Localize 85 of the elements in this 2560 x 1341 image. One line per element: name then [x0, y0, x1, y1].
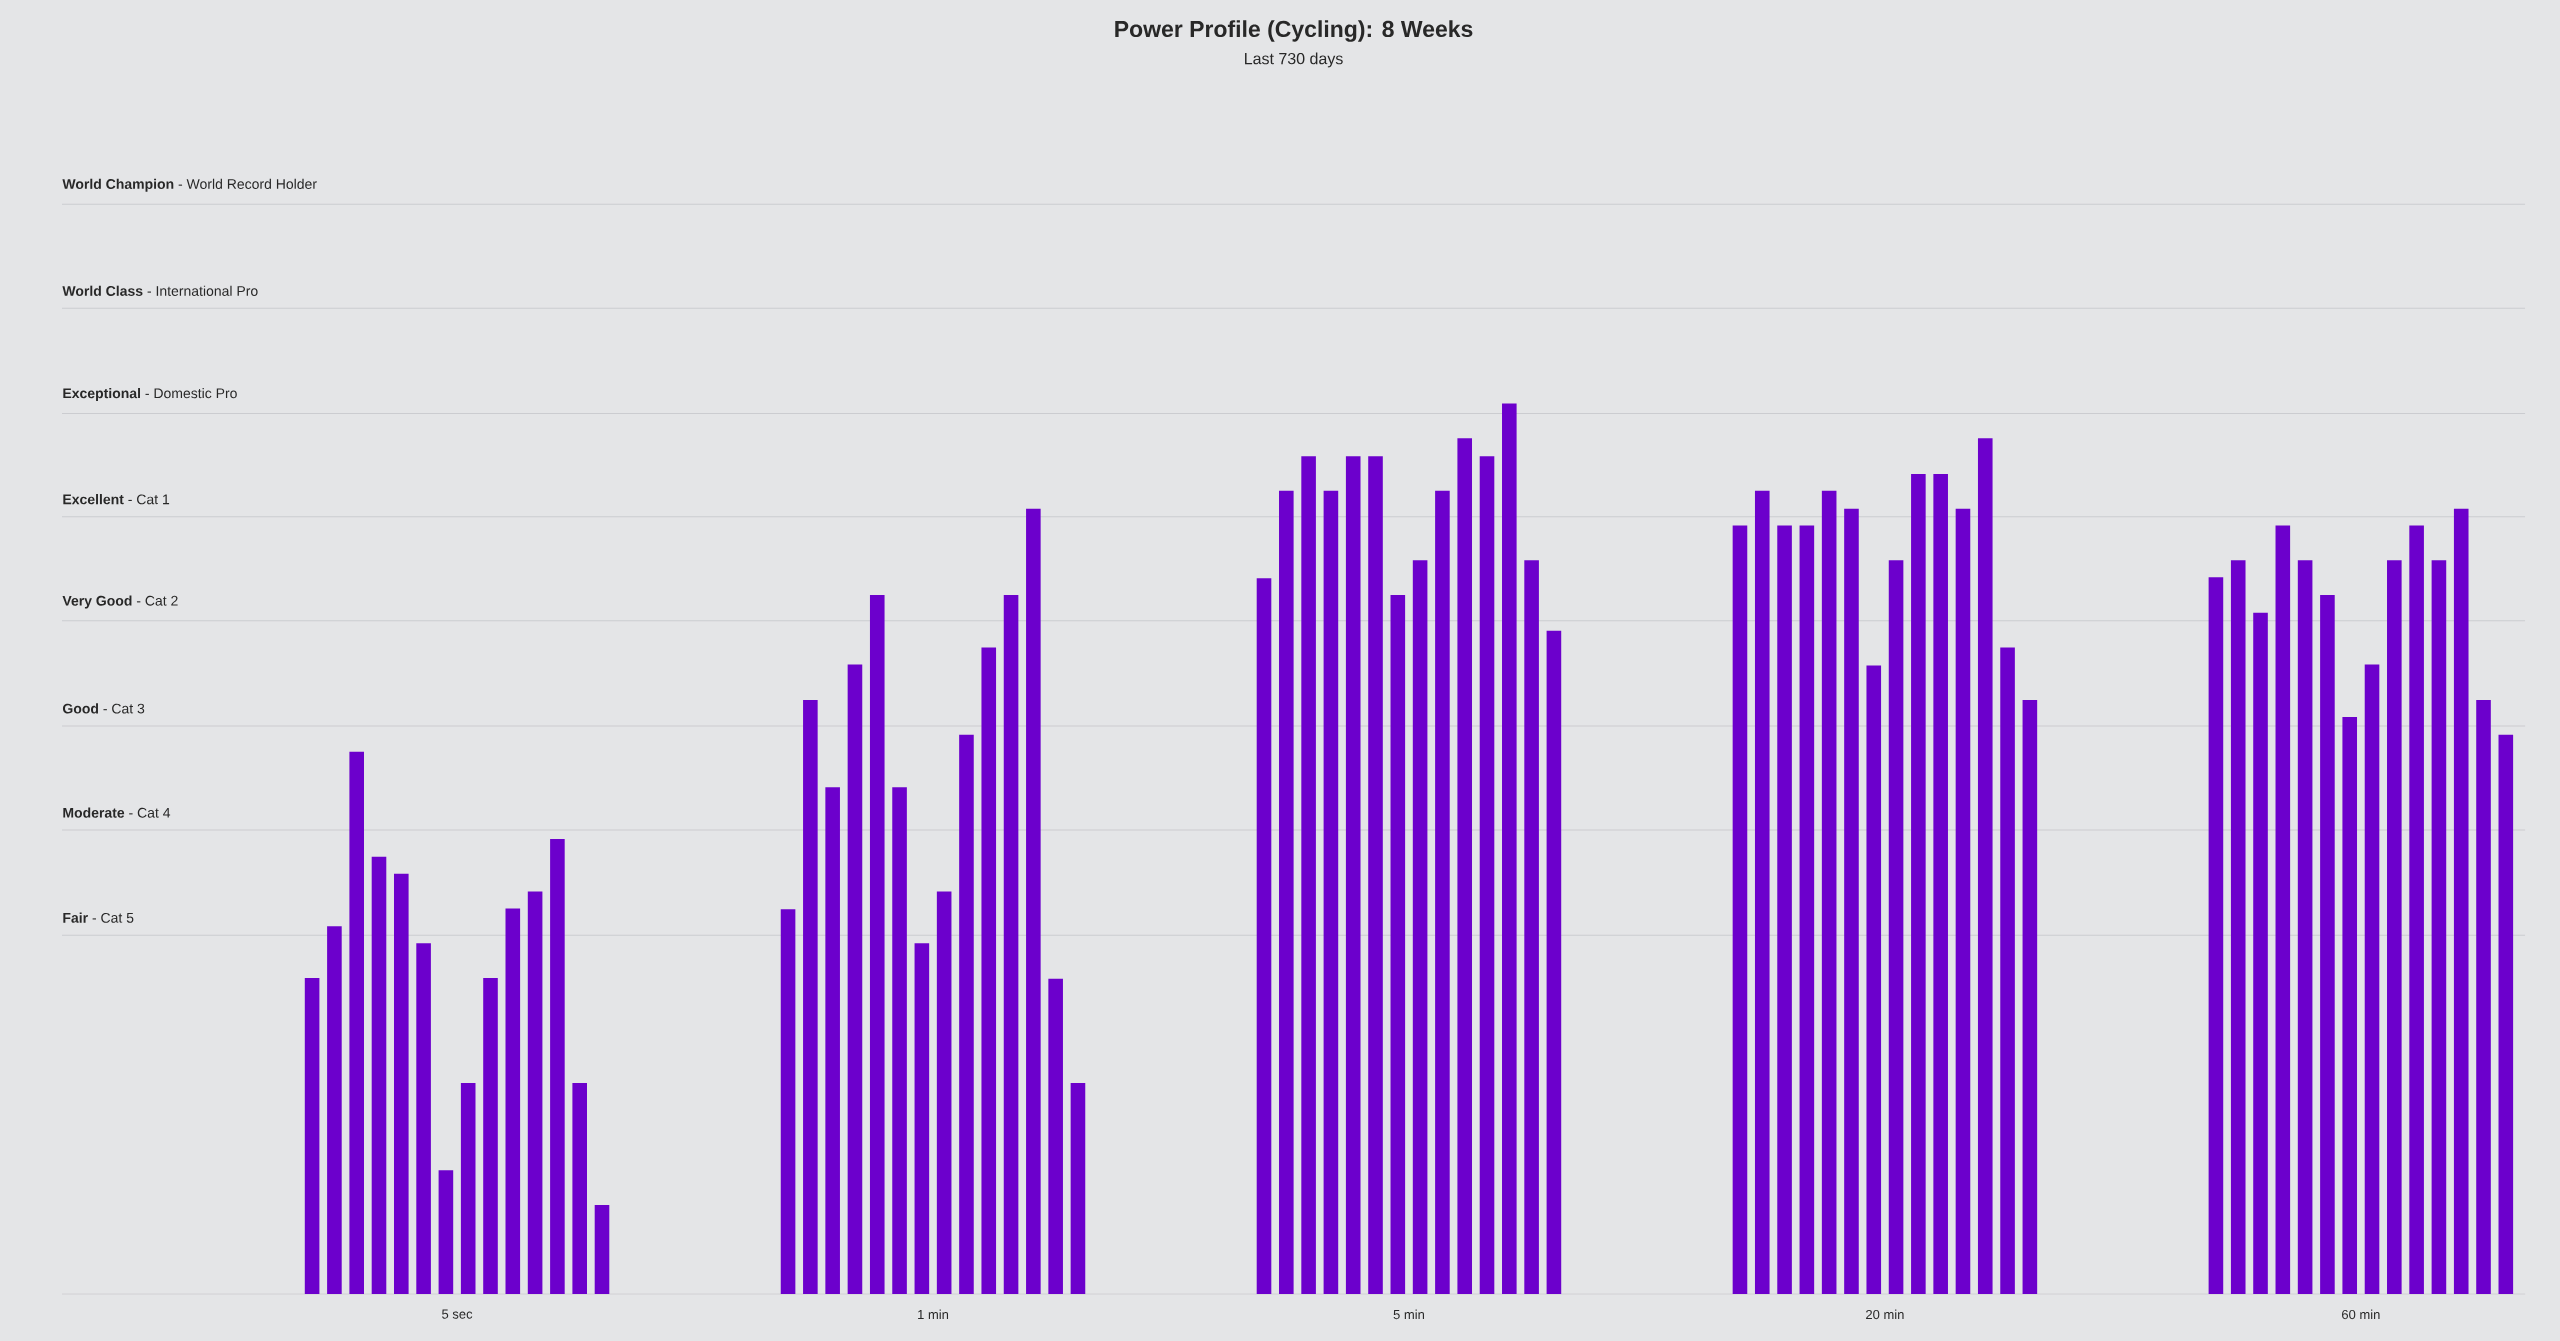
bar — [981, 647, 997, 1294]
x-tick-label: 5 min — [1393, 1309, 1424, 1320]
bar — [1844, 508, 1859, 1294]
bar — [825, 787, 840, 1294]
bar — [505, 908, 521, 1294]
bar — [1412, 560, 1428, 1294]
x-tick-label: 20 min — [1866, 1309, 1904, 1320]
bar — [416, 943, 431, 1294]
bar — [936, 891, 952, 1294]
bar — [1070, 1082, 1086, 1294]
bar — [1524, 560, 1539, 1294]
bar — [304, 977, 320, 1294]
bar — [2476, 700, 2491, 1294]
bar — [2387, 560, 2402, 1294]
bar — [2208, 577, 2224, 1294]
ref-line-label: Good - Cat 3 — [62, 703, 145, 714]
bar — [2320, 595, 2335, 1294]
bar — [2364, 664, 2380, 1294]
ref-line-label: World Champion - World Record Holder — [62, 178, 317, 192]
ref-line-label: Exceptional - Domestic Pro — [63, 387, 237, 402]
bar — [1323, 490, 1339, 1294]
chart-subtitle: Last 730 days — [1245, 52, 1343, 68]
ref-line-label: Excellent - Cat 1 — [63, 494, 170, 505]
bar — [2253, 612, 2268, 1294]
ref-line-label: Moderate - Cat 4 — [63, 807, 171, 818]
bar — [1732, 525, 1748, 1294]
bar — [1546, 630, 1562, 1294]
bar — [550, 839, 565, 1294]
bar — [1368, 456, 1383, 1294]
bar — [1345, 456, 1361, 1294]
bar — [2342, 717, 2358, 1294]
bar — [438, 1170, 454, 1294]
bar — [2431, 560, 2447, 1294]
bar — [1821, 490, 1837, 1294]
bar — [780, 909, 796, 1294]
bar — [2230, 560, 2246, 1294]
bar — [1279, 490, 1294, 1294]
bar — [2453, 508, 2469, 1294]
bar — [1955, 508, 1971, 1294]
bar — [1301, 456, 1316, 1294]
bar — [594, 1204, 610, 1294]
bar — [527, 891, 543, 1294]
bar — [1256, 578, 1272, 1294]
bar — [394, 873, 409, 1294]
bar — [1977, 438, 1993, 1294]
ref-line-label: Fair - Cat 5 — [63, 912, 134, 923]
bar — [1435, 490, 1450, 1294]
bar — [483, 977, 498, 1294]
bar — [349, 751, 364, 1294]
bar — [327, 926, 342, 1294]
bar — [1911, 473, 1926, 1294]
bar — [1933, 473, 1948, 1294]
bar — [1754, 490, 1770, 1294]
bar — [1866, 665, 1882, 1294]
bar — [847, 664, 863, 1294]
bar — [1799, 525, 1815, 1294]
bar — [2498, 734, 2514, 1294]
bar — [1777, 525, 1792, 1294]
bar — [892, 787, 907, 1294]
bar — [1048, 978, 1063, 1294]
bar — [460, 1082, 476, 1294]
bar — [1502, 403, 1517, 1294]
bar — [371, 856, 387, 1294]
bar — [2000, 647, 2015, 1294]
ref-line-label: World Class - International Pro — [62, 285, 258, 296]
bar — [1026, 508, 1041, 1294]
bar — [914, 943, 930, 1294]
bar — [869, 595, 885, 1294]
bar — [2297, 560, 2313, 1294]
bar — [2022, 700, 2038, 1294]
bar — [1457, 438, 1473, 1294]
bar — [1003, 595, 1019, 1294]
ref-line-label: Very Good - Cat 2 — [62, 595, 178, 609]
bar — [1479, 456, 1495, 1294]
x-tick-label: 5 sec — [442, 1309, 473, 1319]
bar — [2275, 525, 2291, 1294]
bar — [2409, 525, 2424, 1294]
chart-title: Power Profile (Cycling): 8 Weeks — [1115, 20, 1473, 42]
bar — [1390, 595, 1406, 1294]
bar — [572, 1082, 587, 1294]
bar — [959, 734, 974, 1294]
bar — [1888, 560, 1904, 1294]
bar — [803, 700, 818, 1294]
x-tick-label: 60 min — [2342, 1309, 2380, 1320]
x-tick-label: 1 min — [918, 1309, 949, 1320]
